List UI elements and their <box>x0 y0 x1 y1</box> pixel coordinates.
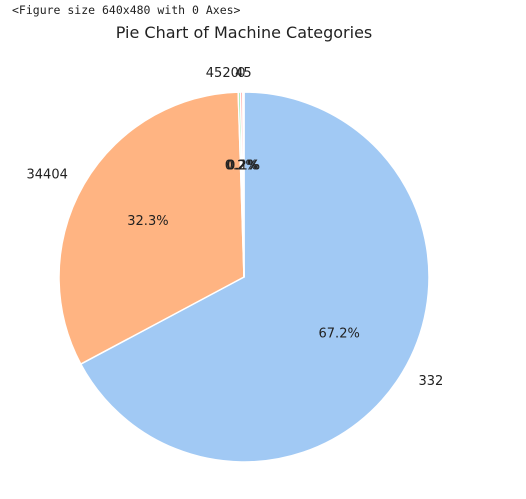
slice-label-34404: 34404 <box>27 168 68 183</box>
pct-label-332: 67.2% <box>319 327 360 342</box>
pct-label-45: 0.1% <box>227 159 260 174</box>
pct-label-0: 0.2% <box>226 159 259 174</box>
slice-label-0: 0 <box>237 66 245 81</box>
pct-label-4520: 0.2% <box>225 159 258 174</box>
pct-label-34404: 32.3% <box>127 214 168 229</box>
pie-slice-332 <box>80 91 430 463</box>
pie-slice-45 <box>242 91 245 278</box>
slice-label-45: 45 <box>235 66 252 81</box>
slice-label-4520: 4520 <box>206 66 239 81</box>
figure-size-output: <Figure size 640x480 with 0 Axes> <box>12 3 241 17</box>
pie-slices <box>58 91 430 463</box>
slice-label-332: 332 <box>419 374 444 389</box>
chart-title: Pie Chart of Machine Categories <box>116 23 373 42</box>
pie-slice-34404 <box>58 91 245 365</box>
